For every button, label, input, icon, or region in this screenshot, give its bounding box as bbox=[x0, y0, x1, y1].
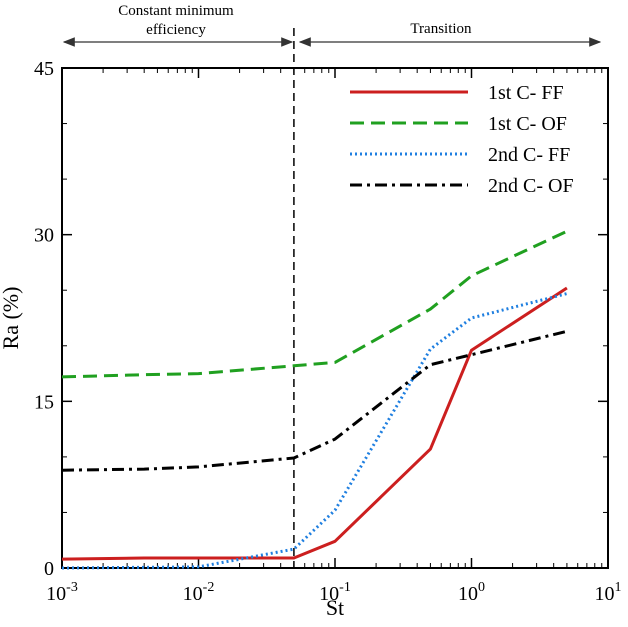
x-tick-label: 100 bbox=[458, 580, 485, 605]
y-tick-label: 0 bbox=[44, 558, 54, 580]
legend-label-3: 2nd C- FF bbox=[488, 144, 570, 166]
legend: 1st C- FF 1st C- OF 2nd C- FF 2nd C- OF bbox=[350, 82, 574, 197]
region-label-transition: Transition bbox=[410, 21, 472, 37]
legend-label-4: 2nd C- OF bbox=[488, 175, 574, 197]
x-tick-label: 10-1 bbox=[319, 580, 351, 605]
y-axis-title: Ra (%) bbox=[0, 287, 23, 350]
series-layer bbox=[61, 229, 568, 570]
legend-label-2: 1st C- OF bbox=[488, 113, 567, 135]
series-line-3 bbox=[61, 292, 568, 570]
plot-frame bbox=[61, 67, 609, 569]
x-axis-title: St bbox=[326, 595, 344, 620]
x-tick-label: 101 bbox=[595, 580, 622, 605]
series-line-4 bbox=[61, 329, 568, 472]
x-tick-label: 10-3 bbox=[46, 580, 78, 605]
x-tick-label: 10-2 bbox=[183, 580, 215, 605]
legend-label-1: 1st C- FF bbox=[488, 82, 564, 104]
series-line-2 bbox=[61, 229, 568, 379]
region-annotations: Constant minimum efficiency Transition bbox=[62, 3, 602, 47]
y-tick-label: 30 bbox=[34, 225, 54, 247]
y-tick-label: 45 bbox=[34, 58, 54, 80]
y-tick-label: 15 bbox=[34, 391, 54, 413]
axis-ticks bbox=[61, 67, 609, 569]
region-label-constant-line2: efficiency bbox=[146, 22, 206, 38]
axis-tick-labels: 10-3 10-2 10-1 100 101 0 15 30 45 bbox=[34, 58, 622, 605]
region-label-constant-line1: Constant minimum bbox=[118, 3, 234, 19]
series-line-1 bbox=[61, 286, 568, 561]
